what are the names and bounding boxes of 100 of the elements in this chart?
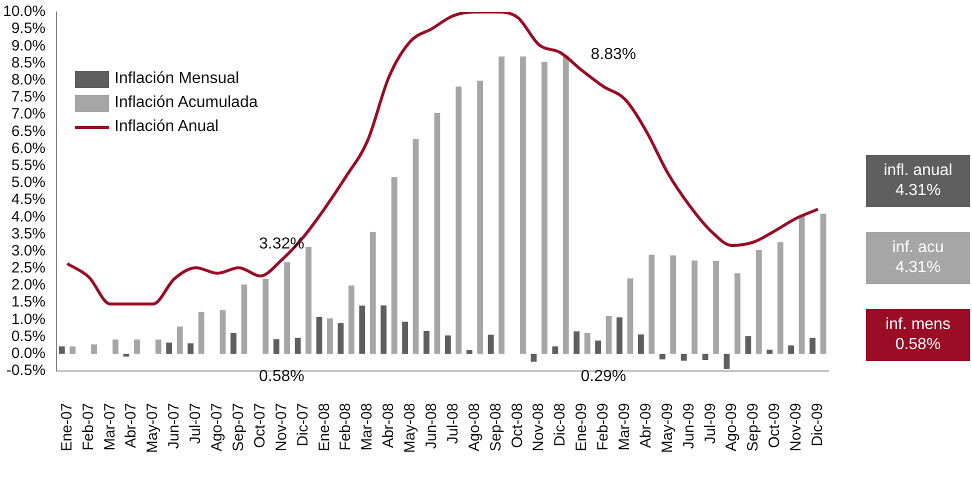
bar	[788, 345, 794, 354]
bar	[444, 335, 451, 354]
y-tick-label: 8.5%	[11, 54, 46, 72]
bar	[284, 262, 290, 354]
x-tick-label: Jul-09	[702, 402, 719, 444]
bar	[562, 55, 569, 354]
x-tick-label: Oct-07	[251, 402, 268, 448]
bar	[112, 340, 118, 354]
x-tick-label: Nov-07	[272, 402, 290, 452]
bar	[595, 340, 602, 354]
annotation: 0.58%	[258, 368, 306, 386]
bar	[670, 255, 676, 354]
x-tick-label: Dic-07	[294, 402, 312, 446]
bar	[810, 338, 816, 354]
bar	[466, 350, 472, 354]
y-tick-label: 0.0%	[11, 345, 46, 362]
x-tick-label: Mar-09	[616, 402, 634, 450]
bar	[306, 246, 312, 354]
x-tick-label: Sep-07	[230, 402, 247, 452]
bar	[70, 346, 76, 354]
bar	[680, 354, 687, 361]
x-tick-label: Oct-08	[508, 402, 526, 448]
bar	[702, 354, 708, 360]
bar	[627, 278, 634, 354]
bar	[348, 286, 354, 354]
text: infl. anual 4.31%	[866, 155, 970, 207]
bar	[359, 306, 366, 354]
legend-label: Inflación Anual	[114, 118, 219, 136]
bar	[176, 326, 183, 354]
y-tick-label: 4.5%	[11, 191, 46, 208]
bar	[692, 260, 698, 354]
bar	[134, 340, 140, 354]
bar	[166, 342, 172, 354]
bar	[391, 177, 398, 354]
bar	[91, 344, 98, 354]
x-tick-label: Jun-09	[680, 402, 698, 449]
annotation: 0.29%	[580, 368, 628, 386]
y-tick-label: 3.5%	[11, 225, 46, 242]
bar	[412, 139, 419, 354]
bar	[552, 346, 558, 354]
y-tick-label: 4.0%	[11, 208, 46, 226]
bar	[488, 334, 494, 354]
x-tick-label: Ago-08	[466, 402, 483, 452]
bar	[520, 56, 526, 354]
bar	[220, 310, 226, 354]
x-tick-label: Feb-09	[594, 402, 612, 451]
bar	[316, 316, 322, 354]
bar	[198, 312, 204, 354]
bar	[606, 316, 612, 354]
text: inf. mens 0.58%	[866, 309, 970, 361]
x-tick-label: Jun-07	[166, 402, 183, 449]
y-tick-label: 3.0%	[11, 242, 46, 260]
x-tick-label: Abr-07	[122, 402, 140, 448]
bar	[745, 336, 752, 354]
y-tick-label: 9.0%	[11, 37, 46, 54]
x-tick-label: Mar-07	[101, 402, 118, 450]
bar	[498, 56, 504, 354]
x-tick-label: Nov-08	[530, 402, 548, 452]
x-tick-label: Ene-07	[58, 402, 76, 452]
bar	[424, 330, 430, 354]
x-tick-label: Abr-09	[637, 402, 654, 448]
bar	[188, 343, 194, 354]
x-tick-label: Dic-08	[552, 402, 569, 446]
bar	[380, 305, 387, 354]
y-tick-label: 9.5%	[11, 20, 46, 38]
bar	[155, 340, 162, 354]
x-tick-label: Nov-09	[788, 402, 805, 452]
bar	[370, 232, 376, 354]
y-tick-label: 7.5%	[11, 88, 46, 106]
bar	[724, 354, 730, 369]
bar	[584, 333, 590, 354]
y-tick-label: 2.5%	[11, 260, 46, 277]
x-tick-label: Abr-08	[380, 402, 398, 448]
y-tick-label: 1.0%	[11, 310, 46, 328]
line-series	[66, 12, 820, 306]
bar	[713, 260, 719, 354]
bar	[338, 323, 344, 354]
y-tick-label: 2.0%	[11, 276, 46, 294]
x-tick-label: May-07	[144, 402, 162, 454]
bar	[616, 317, 622, 354]
x-tick-label: Oct-09	[766, 402, 784, 448]
bar	[294, 338, 301, 354]
y-tick-label: 7.0%	[11, 106, 46, 123]
x-tick-label: Feb-07	[80, 402, 97, 451]
y-tick-label: 5.0%	[11, 174, 46, 192]
x-tick-label: Ago-07	[208, 402, 226, 452]
bar	[402, 322, 408, 354]
x-tick-label: Feb-08	[337, 402, 354, 451]
y-tick-label: 8.0%	[11, 72, 46, 89]
x-tick-label: Jun-08	[422, 402, 440, 449]
bar	[798, 216, 805, 354]
x-tick-label: Sep-09	[744, 402, 762, 452]
bar	[241, 284, 248, 354]
bar	[734, 273, 740, 354]
x-tick-label: Dic-09	[809, 402, 826, 446]
bar	[777, 242, 784, 354]
legend-label: Inflación Mensual	[114, 70, 240, 88]
y-tick-label: 1.5%	[11, 294, 46, 311]
bar	[58, 346, 65, 354]
annotation: 8.83%	[590, 46, 636, 63]
